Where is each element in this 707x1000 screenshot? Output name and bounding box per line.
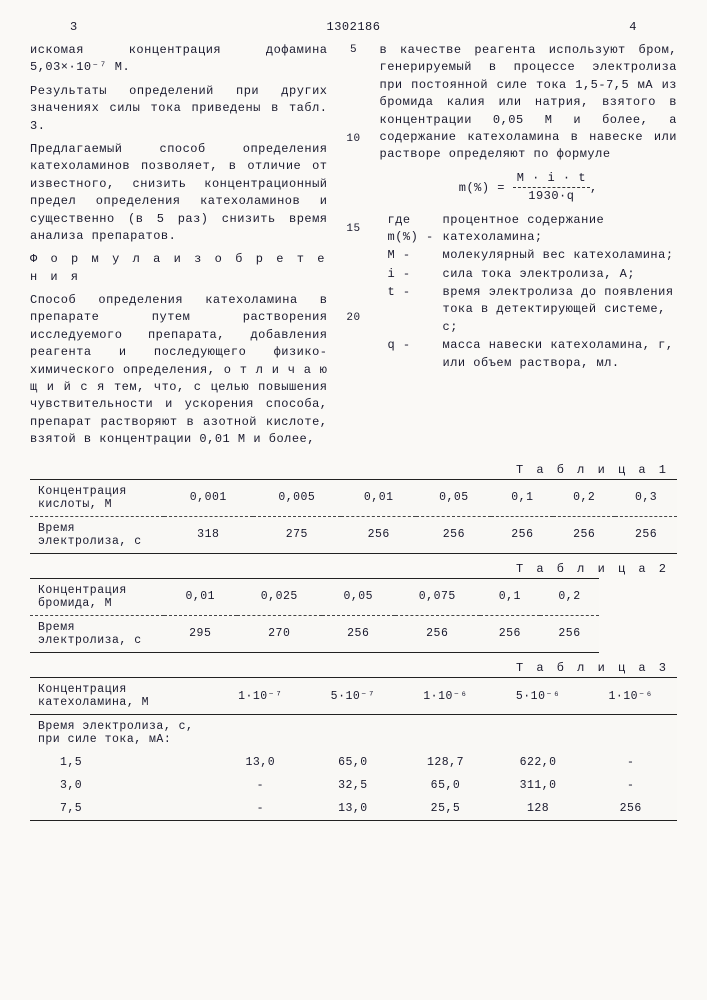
formula-lhs: m(%) =: [459, 181, 505, 195]
def-text: масса навески катехоламина, г, или объем…: [443, 337, 678, 372]
cell: 256: [540, 615, 600, 652]
cell: 0,01: [164, 578, 237, 615]
formula-title: Ф о р м у л а и з о б р е т е н и я: [30, 251, 328, 286]
sub-label: Время электролиза, с, при силе тока, мА:: [30, 714, 214, 751]
cell: 256: [341, 516, 416, 553]
fraction-denominator: 1930·q: [513, 188, 590, 205]
row-label: Концентрация бромида, М: [30, 578, 164, 615]
doc-id: 1302186: [118, 20, 590, 34]
def-text: молекулярный вес катехоламина;: [443, 247, 678, 264]
cell: 256: [615, 516, 677, 553]
cell: 0,1: [491, 479, 553, 516]
right-column: в качестве реагента используют бром, ген…: [380, 42, 678, 455]
cell: 5·10⁻⁷: [307, 677, 400, 714]
table2-label: Т а б л и ц а 2: [30, 562, 669, 576]
line-num: 20: [344, 312, 364, 324]
para: в качестве реагента используют бром, ген…: [380, 42, 678, 164]
cell: 622,0: [492, 751, 585, 774]
left-column: искомая концентрация дофамина 5,03×·10⁻⁷…: [30, 42, 328, 455]
cell: 1·10⁻⁶: [584, 677, 677, 714]
def-text: время электролиза до появления тока в де…: [443, 284, 678, 336]
line-num: 5: [344, 44, 364, 56]
row-label: 7,5: [30, 797, 214, 821]
cell: 0,2: [553, 479, 615, 516]
cell: 0,1: [480, 578, 540, 615]
table1-label: Т а б л и ц а 1: [30, 463, 669, 477]
table-1: Концентрация кислоты, М 0,001 0,005 0,01…: [30, 479, 677, 554]
cell: 0,075: [395, 578, 480, 615]
cell: -: [214, 797, 307, 821]
cell: 318: [164, 516, 253, 553]
fraction: M · i · t 1930·q: [513, 170, 590, 206]
row-label: 3,0: [30, 774, 214, 797]
two-column-text: искомая концентрация дофамина 5,03×·10⁻⁷…: [30, 42, 677, 455]
line-num: 10: [344, 133, 364, 145]
cell: 256: [553, 516, 615, 553]
cell: 13,0: [214, 751, 307, 774]
cell: 0,2: [540, 578, 600, 615]
where-label: где m(%) -: [388, 212, 443, 247]
para: искомая концентрация дофамина 5,03×·10⁻⁷…: [30, 42, 328, 77]
row-label: Время электролиза, с: [30, 516, 164, 553]
cell: 0,05: [416, 479, 491, 516]
fraction-numerator: M · i · t: [513, 170, 590, 188]
formula-block: m(%) = M · i · t 1930·q ,: [380, 170, 678, 206]
cell: 256: [480, 615, 540, 652]
table-2: Концентрация бромида, М 0,01 0,025 0,05 …: [30, 578, 599, 653]
cell: 32,5: [307, 774, 400, 797]
line-num: 15: [344, 223, 364, 235]
cell: 65,0: [307, 751, 400, 774]
cell: 256: [322, 615, 395, 652]
para: Предлагаемый способ определения катехола…: [30, 141, 328, 245]
cell: 128,7: [399, 751, 492, 774]
cell: 295: [164, 615, 237, 652]
cell: 311,0: [492, 774, 585, 797]
cell: 1·10⁻⁷: [214, 677, 307, 714]
cell: 0,05: [322, 578, 395, 615]
cell: 256: [395, 615, 480, 652]
row-label: 1,5: [30, 751, 214, 774]
def-sym: q -: [388, 337, 443, 372]
cell: -: [584, 751, 677, 774]
page-num-right: 4: [589, 20, 677, 34]
cell: 65,0: [399, 774, 492, 797]
para: Результаты определений при других значен…: [30, 83, 328, 135]
definitions: где m(%) - процентное содержание катехол…: [388, 212, 678, 373]
cell: -: [584, 774, 677, 797]
page-header: 3 1302186 4: [30, 20, 677, 34]
cell: 256: [491, 516, 553, 553]
row-label: Время электролиза, с: [30, 615, 164, 652]
cell: 0,3: [615, 479, 677, 516]
cell: 0,025: [237, 578, 322, 615]
def-sym: t -: [388, 284, 443, 336]
cell: 0,01: [341, 479, 416, 516]
cell: 270: [237, 615, 322, 652]
cell: 25,5: [399, 797, 492, 821]
def-sym: M -: [388, 247, 443, 264]
table3-label: Т а б л и ц а 3: [30, 661, 669, 675]
cell: 0,001: [164, 479, 253, 516]
row-label: Концентрация катехоламина, М: [30, 677, 214, 714]
cell: 0,005: [253, 479, 342, 516]
cell: 256: [584, 797, 677, 821]
para: Способ определения катехоламина в препар…: [30, 292, 328, 449]
page-num-left: 3: [30, 20, 118, 34]
def-sym: i -: [388, 266, 443, 283]
row-label: Концентрация кислоты, М: [30, 479, 164, 516]
cell: 5·10⁻⁶: [492, 677, 585, 714]
cell: -: [214, 774, 307, 797]
cell: 13,0: [307, 797, 400, 821]
line-number-gutter: 5 10 15 20: [344, 42, 364, 455]
cell: 1·10⁻⁶: [399, 677, 492, 714]
cell: 256: [416, 516, 491, 553]
def-text: сила тока электролиза, А;: [443, 266, 678, 283]
cell: 275: [253, 516, 342, 553]
cell: 128: [492, 797, 585, 821]
def-text: процентное содержание катехоламина;: [443, 212, 678, 247]
table-3: Концентрация катехоламина, М 1·10⁻⁷ 5·10…: [30, 677, 677, 821]
